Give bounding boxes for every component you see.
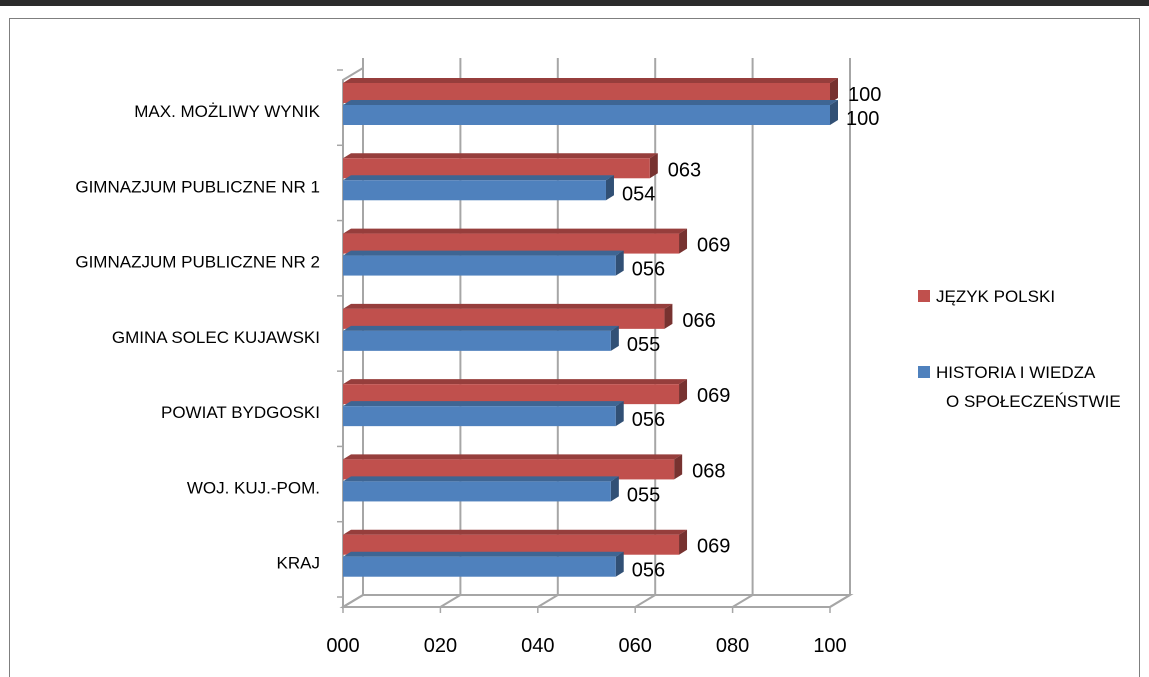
gridline-floor xyxy=(829,594,851,608)
bar-top-face xyxy=(343,529,688,535)
bar-top-face xyxy=(343,379,688,385)
bar-top-face xyxy=(343,551,624,557)
bar-end-face xyxy=(679,228,688,254)
bar-end-face xyxy=(615,401,624,427)
legend-label: JĘZYK POLSKI xyxy=(936,287,1055,306)
bar xyxy=(343,556,616,577)
data-label: 054 xyxy=(622,183,655,205)
bar-end-face xyxy=(830,100,838,125)
bar-top-face xyxy=(343,250,624,256)
bar-top-face xyxy=(343,100,838,105)
bar-top-face xyxy=(343,228,688,234)
bar-top-face xyxy=(343,401,624,407)
legend-swatch xyxy=(918,290,930,302)
gridline-floor xyxy=(634,594,656,608)
data-label: 056 xyxy=(632,409,665,431)
gridline-floor xyxy=(537,594,559,608)
legend-swatch xyxy=(918,366,930,378)
data-label: 100 xyxy=(846,108,879,130)
x-tick-label: 040 xyxy=(521,635,554,657)
data-label: 068 xyxy=(692,460,725,482)
bar-top-face xyxy=(343,303,673,309)
gridline-floor xyxy=(732,594,754,608)
bar-top-face xyxy=(343,153,658,159)
bar-end-face xyxy=(610,325,619,351)
data-label: 056 xyxy=(632,560,665,582)
bar-end-face xyxy=(664,303,673,329)
bar xyxy=(343,481,611,502)
bar-top-face xyxy=(343,325,619,331)
bar xyxy=(343,233,680,254)
gridline-floor xyxy=(342,594,364,608)
x-tick-label: 000 xyxy=(326,635,359,657)
data-label: 063 xyxy=(668,159,701,181)
category-label: POWIAT BYDGOSKI xyxy=(161,403,320,422)
data-label: 056 xyxy=(632,259,665,281)
bar-end-face xyxy=(615,250,624,276)
data-label: 069 xyxy=(697,385,730,407)
bar xyxy=(343,255,616,276)
bar xyxy=(343,83,830,103)
data-label: 055 xyxy=(627,484,660,506)
gridline-floor xyxy=(439,594,461,608)
bar xyxy=(343,308,665,329)
data-label: 055 xyxy=(627,334,660,356)
bar xyxy=(343,406,616,427)
data-label: 069 xyxy=(697,235,730,257)
bar-end-face xyxy=(649,153,658,179)
data-label: 066 xyxy=(682,310,715,332)
bar xyxy=(343,330,611,351)
category-label: WOJ. KUJ.-POM. xyxy=(187,478,320,497)
bar-end-face xyxy=(674,454,683,480)
x-tick-label: 060 xyxy=(619,635,652,657)
x-tick-label: 100 xyxy=(813,635,846,657)
x-tick-label: 080 xyxy=(716,635,749,657)
bar-end-face xyxy=(610,476,619,502)
bar xyxy=(343,384,680,405)
category-label: GIMNAZJUM PUBLICZNE NR 1 xyxy=(75,177,320,196)
legend-label: HISTORIA I WIEDZA xyxy=(936,363,1096,382)
bar-top-face xyxy=(343,175,614,181)
bar-end-face xyxy=(679,529,688,555)
bar xyxy=(343,534,680,555)
bar-end-face xyxy=(679,379,688,405)
category-label: MAX. MOŻLIWY WYNIK xyxy=(134,102,320,121)
bar-end-face xyxy=(615,551,624,577)
bar-top-face xyxy=(343,476,619,482)
bar xyxy=(343,105,830,125)
data-label: 100 xyxy=(848,84,881,106)
bar xyxy=(343,459,675,480)
bar-top-face xyxy=(343,78,838,83)
legend-label: O SPOŁECZEŃSTWIE xyxy=(946,392,1121,411)
bar-end-face xyxy=(830,78,838,103)
category-label: GIMNAZJUM PUBLICZNE NR 2 xyxy=(75,253,320,272)
floor xyxy=(339,594,854,608)
category-label: KRAJ xyxy=(277,554,320,573)
data-label: 069 xyxy=(697,536,730,558)
category-label: GMINA SOLEC KUJAWSKI xyxy=(112,328,320,347)
bar xyxy=(343,158,650,179)
bar-top-face xyxy=(343,454,683,460)
bar xyxy=(343,180,606,201)
x-tick-label: 020 xyxy=(424,635,457,657)
bar-end-face xyxy=(605,175,614,201)
